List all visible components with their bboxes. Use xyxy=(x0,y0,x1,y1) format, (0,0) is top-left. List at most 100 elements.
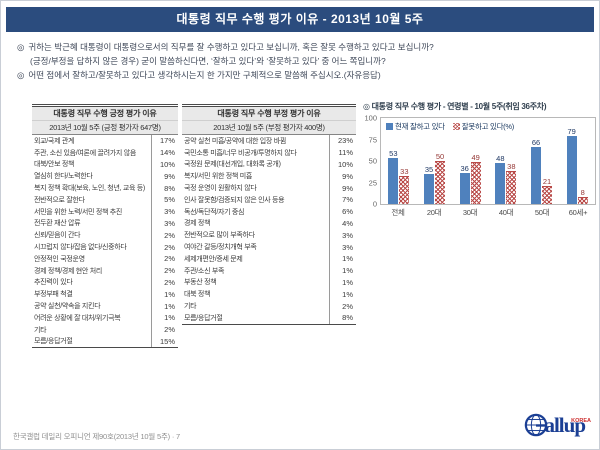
bar-column: 21 xyxy=(542,177,553,204)
table-row: 기타 2% xyxy=(32,323,178,336)
logo-wordmark: allup KOREA xyxy=(544,412,591,437)
table-row: 전반적으로 잘한다 5% xyxy=(32,193,178,206)
table-row: 주관, 소신 있음/여론에 끌려가지 않음 14% xyxy=(32,146,178,159)
bar-column: 79 xyxy=(566,127,577,204)
table-row: 경제 정책 4% xyxy=(182,217,356,230)
reason-label: 전반적으로 잘한다 xyxy=(34,196,85,204)
reason-label: 공약 실천/약속을 지킨다 xyxy=(34,303,101,311)
logo-korea-label: KOREA xyxy=(571,417,591,424)
reason-label: 안정적인 국정운영 xyxy=(34,255,85,263)
bar-column: 33 xyxy=(399,167,410,204)
table-row: 공약 실천/약속을 지킨다 1% xyxy=(32,300,178,312)
reason-label: 기타 xyxy=(184,303,197,311)
table-row: 국민소통 미흡/너무 비공개/투명하지 않다 11% xyxy=(182,146,356,159)
reason-value: 15% xyxy=(151,335,178,348)
gallup-logo: allup KOREA xyxy=(524,412,591,437)
table-row: 국정 운영이 원활하지 않다 9% xyxy=(182,182,356,194)
reason-value: 10% xyxy=(151,158,178,171)
table-row: 복지/서민 위한 정책 미흡 9% xyxy=(182,170,356,183)
x-axis-label: 전체 xyxy=(391,208,405,217)
reason-value: 6% xyxy=(329,205,356,218)
reason-label: 모름/응답거절 xyxy=(34,338,73,346)
reason-value: 9% xyxy=(151,170,178,183)
reason-value: 11% xyxy=(329,146,356,159)
table-row: 공약 실천 미흡/공약에 대한 입장 바뀜 23% xyxy=(182,135,356,147)
bar-negative xyxy=(470,161,481,204)
x-axis-label: 60세+ xyxy=(568,208,588,217)
bar-positive xyxy=(566,136,577,204)
table-row: 여야간 갈등/정치개혁 부족 3% xyxy=(182,241,356,253)
x-axis-label: 40대 xyxy=(498,208,514,217)
bar-group: 53 33 xyxy=(381,118,417,204)
table-subtitle: 2013년 10월 5주 (긍정 평가자 647명) xyxy=(49,123,161,132)
reason-label: 공약 실천 미흡/공약에 대한 입장 바뀜 xyxy=(184,137,286,145)
table-row: 모름/응답거절 15% xyxy=(32,335,178,348)
bar-column: 38 xyxy=(506,162,517,204)
y-axis-tick: 100 xyxy=(364,113,377,123)
bar-negative xyxy=(542,185,553,204)
table-header: 대통령 직무 수행 부정 평가 이유 2013년 10월 5주 (부정 평가자 … xyxy=(182,107,356,135)
reason-value: 1% xyxy=(329,264,356,277)
reason-value: 9% xyxy=(329,182,356,194)
reason-value: 23% xyxy=(329,135,356,147)
reason-value: 10% xyxy=(329,158,356,171)
reason-label: 기타 xyxy=(34,326,47,334)
table-row: 안정적인 국정운영 2% xyxy=(32,252,178,265)
bar-negative xyxy=(577,197,588,204)
x-axis-label: 50대 xyxy=(534,208,550,217)
bar-value-label: 35 xyxy=(424,164,434,174)
bar-value-label: 48 xyxy=(496,153,505,163)
table-row: 복지 정책 확대(보육, 노인, 청년, 교육 등) 8% xyxy=(32,182,178,194)
reason-value: 8% xyxy=(329,311,356,324)
reason-value: 7% xyxy=(329,193,356,206)
bar-value-label: 36 xyxy=(460,164,469,174)
bar-column: 8 xyxy=(577,188,588,204)
bar-group: 36 49 xyxy=(452,118,488,204)
table-header: 대통령 직무 수행 긍정 평가 이유 2013년 10월 5주 (긍정 평가자 … xyxy=(32,107,178,135)
reason-label: 여야간 갈등/정치개혁 부족 xyxy=(184,244,257,252)
table-row: 추진력이 있다 2% xyxy=(32,276,178,289)
page-title: 대통령 직무 수행 평가 이유 - 2013년 10월 5주 xyxy=(6,7,594,32)
table-row: 세제개편안/증세 문제 1% xyxy=(182,252,356,265)
reason-value: 3% xyxy=(329,241,356,253)
footer-source: 한국갤럽 데일리 오피니언 제90호(2013년 10월 5주) · 7 xyxy=(13,432,180,441)
reason-value: 2% xyxy=(151,241,178,253)
table-row: 국정원 문제(대선개입, 대화록 공개) 10% xyxy=(182,158,356,171)
question-1-sub: (긍정/부정을 답하지 않은 경우) 굳이 말씀하신다면, ‘잘하고 있다’와 … xyxy=(30,56,386,66)
table-row: 전반적으로 많이 부족하다 3% xyxy=(182,229,356,242)
reason-label: 서민을 위한 노력/서민 정책 추진 xyxy=(34,208,123,216)
reason-label: 모름/응답거절 xyxy=(184,314,223,322)
bar-column: 66 xyxy=(531,138,542,204)
reason-label: 경제 정책/경제 현안 처리 xyxy=(34,267,102,275)
chart-area: 0 25 50 75 100 현재 잘하고 있다 잘못하고 있다(%) 53 33 35 50… xyxy=(363,113,596,209)
reason-value: 2% xyxy=(151,264,178,277)
reason-value: 17% xyxy=(151,135,178,147)
reason-label: 국민소통 미흡/너무 비공개/투명하지 않다 xyxy=(184,149,297,157)
bar-value-label: 50 xyxy=(435,152,445,161)
bar-negative xyxy=(435,161,445,204)
bar-negative xyxy=(399,175,410,204)
reason-label: 추진력이 있다 xyxy=(34,279,73,287)
reason-value: 1% xyxy=(151,311,178,324)
bar-positive xyxy=(459,173,470,204)
bar-positive xyxy=(424,173,434,204)
table-body: 공약 실천 미흡/공약에 대한 입장 바뀜 23% 국민소통 미흡/너무 비공개/투… xyxy=(182,135,356,324)
legend-label: 잘못하고 있다(%) xyxy=(461,122,514,131)
reason-label: 대북 정책 xyxy=(184,291,211,299)
reason-value: 3% xyxy=(151,205,178,218)
reason-value: 2% xyxy=(151,276,178,289)
reason-label: 국정 운영이 원활하지 않다 xyxy=(184,185,257,193)
reason-label: 국정원 문제(대선개입, 대화록 공개) xyxy=(184,161,281,169)
table-row: 대북 정책 1% xyxy=(182,288,356,301)
reason-value: 8% xyxy=(151,182,178,194)
question-2: ◎ 어떤 점에서 잘하고/잘못하고 있다고 생각하시는지 한 가지만 구체적으로 … xyxy=(17,68,591,82)
reason-label: 전반적으로 많이 부족하다 xyxy=(184,232,255,240)
reason-value: 1% xyxy=(151,300,178,312)
table-row: 신뢰/믿음이 간다 2% xyxy=(32,229,178,242)
bar-column: 49 xyxy=(470,152,481,204)
table-row: 주관/소신 부족 1% xyxy=(182,264,356,277)
reason-label: 부정부패 척결 xyxy=(34,291,73,299)
bar-value-label: 49 xyxy=(471,152,480,162)
reason-value: 4% xyxy=(329,217,356,230)
bar-column: 35 xyxy=(424,165,434,204)
